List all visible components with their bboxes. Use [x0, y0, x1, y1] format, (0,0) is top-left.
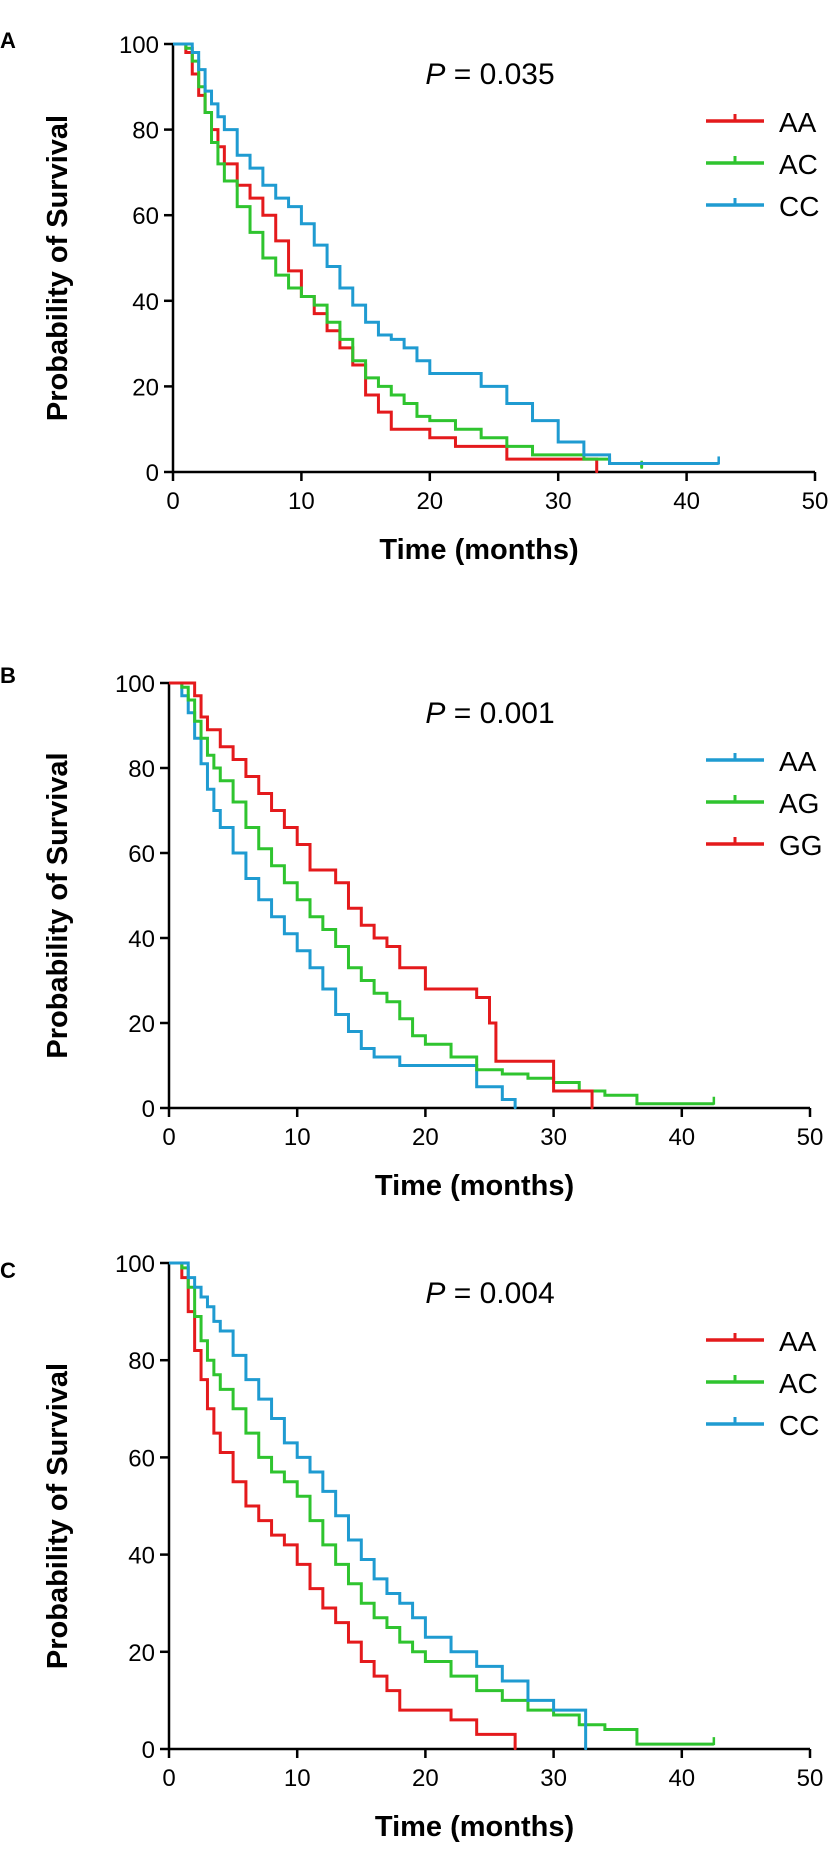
legend-item-aa: AA — [706, 107, 817, 138]
legend-label: AA — [779, 746, 817, 777]
x-axis-title: Time (months) — [375, 1170, 574, 1202]
legend-item-ac: AC — [706, 1368, 818, 1399]
x-tick-label: 30 — [545, 488, 572, 515]
survival-curve-aa — [169, 681, 517, 1108]
survival-curve-gg — [169, 681, 594, 1108]
p-value-symbol: P — [425, 58, 445, 91]
x-tick-label: 40 — [668, 1765, 695, 1792]
p-value-annotation: P = 0.035 — [425, 58, 554, 91]
y-tick-label: 100 — [119, 32, 159, 59]
y-tick-label: 40 — [128, 926, 155, 953]
legend-item-gg: GG — [706, 830, 823, 861]
legend-label: CC — [779, 1410, 819, 1441]
x-tick-label: 50 — [797, 1124, 824, 1151]
y-tick-label: 40 — [132, 289, 159, 316]
x-tick-label: 0 — [162, 1124, 175, 1151]
survival-curve-ac — [173, 42, 644, 468]
p-value-annotation: P = 0.004 — [425, 1277, 554, 1310]
legend-label: AC — [779, 1368, 818, 1399]
legend-item-cc: CC — [706, 191, 819, 222]
survival-curve-aa — [169, 1261, 517, 1749]
p-value-annotation: P = 0.001 — [425, 697, 554, 730]
x-tick-label: 20 — [412, 1124, 439, 1151]
y-tick-label: 80 — [128, 756, 155, 783]
panel-b: B 0 10 20 30 40 50 0 20 40 60 80 100 Time (months) Pro… — [0, 663, 823, 1202]
x-axis-title: Time (months) — [375, 1811, 574, 1843]
y-axis-title: Probability of Survival — [42, 115, 74, 421]
y-tick-label: 80 — [132, 118, 159, 145]
p-value-text: = 0.001 — [445, 697, 554, 730]
legend: AA AG GG — [706, 746, 823, 861]
x-tick-label: 30 — [540, 1124, 567, 1151]
y-tick-label: 60 — [132, 203, 159, 230]
legend-item-aa: AA — [706, 1326, 817, 1357]
y-tick-label: 20 — [128, 1011, 155, 1038]
survival-curve-ac — [169, 1261, 714, 1746]
legend-item-cc: CC — [706, 1410, 819, 1441]
y-tick-label: 20 — [132, 374, 159, 401]
p-value-symbol: P — [425, 1277, 445, 1310]
legend-label: AA — [779, 107, 817, 138]
x-tick-label: 10 — [288, 488, 315, 515]
legend: AA AC CC — [706, 1326, 819, 1441]
y-tick-label: 0 — [142, 1737, 155, 1764]
legend-label: GG — [779, 830, 823, 861]
legend-item-ac: AC — [706, 149, 818, 180]
panel-c: C 0 10 20 30 40 50 0 20 40 60 80 100 Time (months) Pro… — [0, 1251, 823, 1843]
x-tick-label: 40 — [673, 488, 700, 515]
x-tick-label: 30 — [540, 1765, 567, 1792]
y-tick-label: 60 — [128, 1445, 155, 1472]
survival-curve-cc — [173, 42, 719, 465]
p-value-text: = 0.004 — [445, 1277, 554, 1310]
y-tick-label: 20 — [128, 1640, 155, 1667]
y-axis-title: Probability of Survival — [42, 752, 74, 1058]
legend-item-aa: AA — [706, 746, 817, 777]
legend-label: AC — [779, 149, 818, 180]
x-tick-label: 50 — [797, 1765, 824, 1792]
x-tick-label: 20 — [416, 488, 443, 515]
x-tick-label: 0 — [166, 488, 179, 515]
p-value-text: = 0.035 — [445, 58, 554, 91]
legend-label: CC — [779, 191, 819, 222]
x-tick-label: 10 — [284, 1765, 311, 1792]
y-tick-label: 100 — [115, 1251, 155, 1278]
x-tick-label: 40 — [668, 1124, 695, 1151]
x-tick-label: 50 — [802, 488, 829, 515]
panel-label: C — [0, 1258, 16, 1283]
p-value-symbol: P — [425, 697, 445, 730]
y-tick-label: 40 — [128, 1543, 155, 1570]
x-tick-label: 0 — [162, 1765, 175, 1792]
panel-label: A — [0, 28, 16, 53]
y-tick-label: 100 — [115, 671, 155, 698]
y-tick-label: 0 — [142, 1096, 155, 1123]
x-axis-title: Time (months) — [379, 534, 578, 566]
legend-item-ag: AG — [706, 788, 819, 819]
legend-label: AG — [779, 788, 819, 819]
survival-curve-cc — [169, 1261, 588, 1749]
y-tick-label: 0 — [146, 460, 159, 487]
panel-a: A 0 10 20 30 40 50 0 20 40 60 80 100 Time (months) Pro… — [0, 28, 828, 566]
panel-label: B — [0, 663, 16, 688]
legend: AA AC CC — [706, 107, 819, 222]
y-tick-label: 60 — [128, 841, 155, 868]
y-tick-label: 80 — [128, 1348, 155, 1375]
legend-label: AA — [779, 1326, 817, 1357]
x-tick-label: 20 — [412, 1765, 439, 1792]
y-axis-title: Probability of Survival — [42, 1363, 74, 1669]
x-tick-label: 10 — [284, 1124, 311, 1151]
survival-curve-ag — [169, 681, 714, 1106]
